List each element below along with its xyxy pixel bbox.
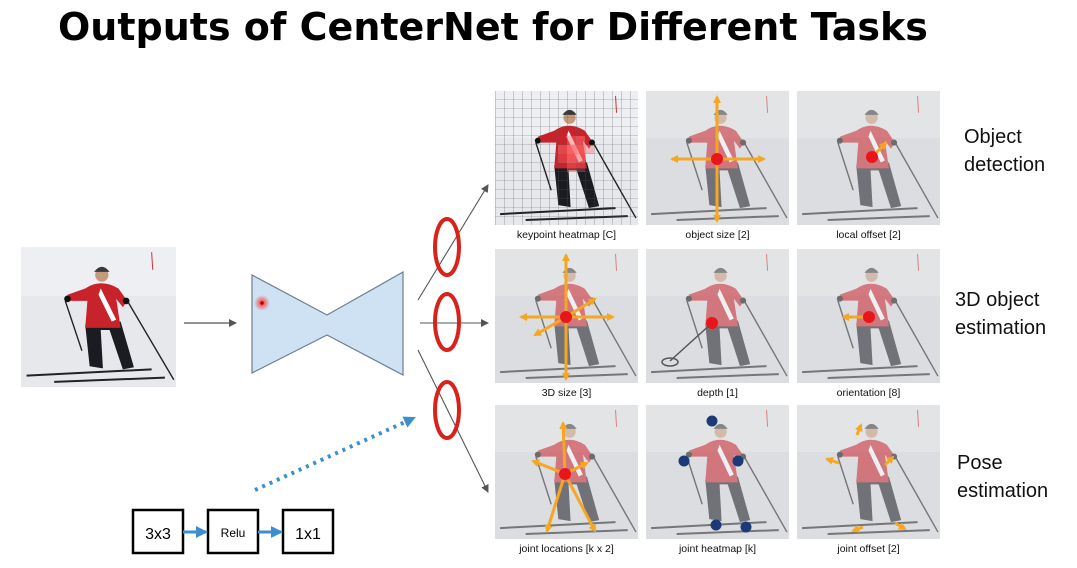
overlay-orientation-icon <box>841 311 875 323</box>
caption-detection-0: keypoint heatmap [C] <box>517 229 616 241</box>
panel-pose-joint-dots: joint heatmap [k] <box>646 405 789 555</box>
panel-detection-size-cross: object size [2] <box>646 91 789 241</box>
row-label-3d-object-estimation: 3D object estimation <box>955 289 1046 339</box>
head-ellipse-top <box>433 217 461 277</box>
overlay-depth-icon <box>661 317 718 367</box>
head-box-relu-label: Relu <box>221 526 246 540</box>
caption-pose-1: joint heatmap [k] <box>678 543 756 555</box>
panel-detection-heatmap-grid: keypoint heatmap [C] <box>495 91 638 241</box>
row-label-pose-estimation: Pose estimation <box>957 452 1048 502</box>
overlay-size-cross-icon <box>519 253 615 381</box>
head-layers: 3x3 Relu 1x1 <box>131 508 335 555</box>
page-title: Outputs of CenterNet for Different Tasks <box>58 5 928 49</box>
caption-threed-2: orientation [8] <box>837 387 901 399</box>
caption-detection-2: local offset [2] <box>836 229 901 241</box>
caption-threed-0: 3D size [3] <box>542 387 592 399</box>
row-labels: Object detection 3D object estimation Po… <box>955 126 1048 502</box>
head-ellipses <box>433 217 461 440</box>
panel-threed-depth: depth [1] <box>646 249 789 399</box>
output-arrows <box>417 184 489 493</box>
head-box-1x1 <box>281 508 335 555</box>
head-box-3x3-label: 3x3 <box>145 526 171 543</box>
input-image <box>21 247 176 387</box>
overlay-joint-vectors-icon <box>531 421 597 533</box>
caption-threed-1: depth [1] <box>697 387 738 399</box>
overlay-heatmap-grid-icon <box>495 91 638 225</box>
panel-pose-joint-vectors: joint locations [k x 2] <box>495 405 638 555</box>
head-box-relu <box>206 508 260 555</box>
panel-pose-joint-offsets: joint offset [2] <box>797 405 940 555</box>
overlay-offset-icon <box>866 141 888 163</box>
caption-detection-1: object size [2] <box>685 229 749 241</box>
overlay-size-cross-icon <box>670 95 766 223</box>
network-icon <box>251 270 404 376</box>
panel-threed-orientation: orientation [8] <box>797 249 940 399</box>
overlay-joint-dots-icon <box>678 415 752 533</box>
caption-pose-2: joint offset [2] <box>836 543 899 555</box>
output-panels: keypoint heatmap [C] object size [2] local… <box>495 91 940 555</box>
caption-pose-0: joint locations [k x 2] <box>518 543 614 555</box>
head-ellipse-bottom <box>433 380 461 440</box>
row-label-object-detection: Object detection <box>964 126 1045 176</box>
overlay-joint-offsets-icon <box>825 423 907 533</box>
head-box-1x1-label: 1x1 <box>295 526 321 543</box>
panel-detection-offset: local offset [2] <box>797 91 940 241</box>
head-box-3x3 <box>131 508 185 555</box>
head-dotted-arrow <box>254 416 416 492</box>
panel-threed-size-cross: 3D size [3] <box>495 249 638 399</box>
head-ellipse-middle <box>433 292 461 352</box>
